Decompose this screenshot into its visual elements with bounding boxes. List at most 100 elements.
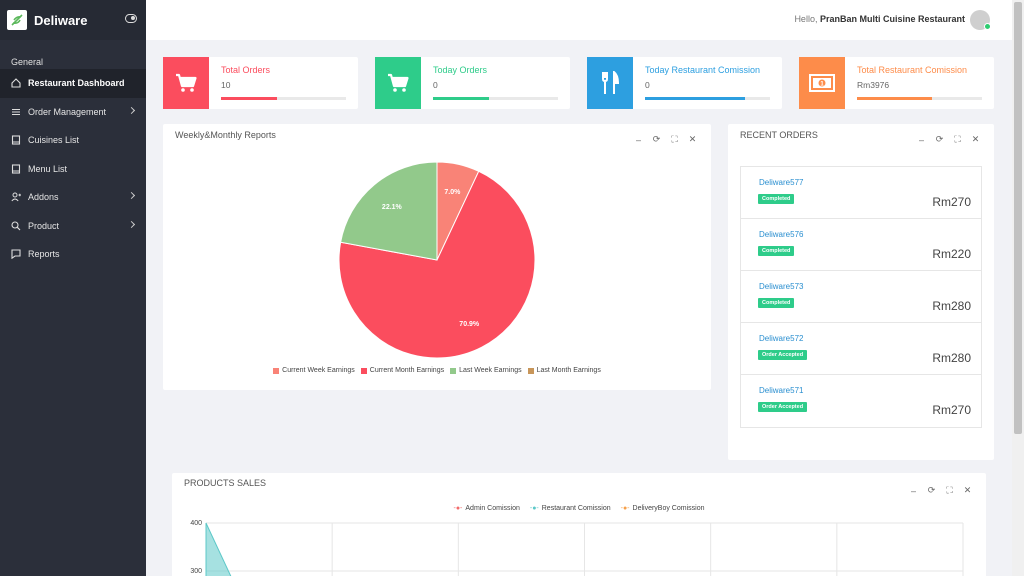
sidebar-item-label: Menu List: [28, 163, 68, 174]
order-amount: Rm220: [932, 247, 971, 261]
user-add-icon: [11, 192, 21, 202]
stat-progress-track: [221, 97, 346, 100]
series-area-restaurant-comission: [205, 522, 232, 576]
cart-icon: [375, 57, 421, 109]
products-sales-legend: -●- Admin Comission -●- Restaurant Comissio…: [172, 505, 986, 512]
close-icon[interactable]: ✕: [971, 134, 980, 144]
legend-label: Last Week Earnings: [459, 367, 522, 374]
minimize-icon[interactable]: –: [910, 485, 916, 496]
sidebar-item-product[interactable]: Product: [0, 212, 146, 241]
order-row: Deliware576 Completed Rm220: [741, 219, 981, 271]
order-status-badge: Completed: [758, 298, 795, 308]
scrollbar-thumb[interactable]: [1014, 2, 1022, 434]
sidebar-item-label: Product: [28, 220, 60, 231]
svg-text:1: 1: [820, 81, 824, 87]
message-icon: [11, 249, 21, 260]
refresh-icon[interactable]: ⟳: [652, 134, 661, 144]
products-sales-chart: 400 300: [190, 520, 964, 576]
pie-slice-last-week-earnings[interactable]: [340, 161, 438, 261]
minimize-icon[interactable]: –: [918, 134, 924, 145]
order-id-link[interactable]: Deliware577: [759, 178, 804, 187]
stat-card-total-restaurant-comission: 1 Total Restaurant Comission Rm3976: [799, 57, 994, 109]
stat-progress-fill: [433, 97, 490, 100]
order-amount: Rm270: [932, 403, 971, 417]
legend-item-last-week-earnings[interactable]: Last Week Earnings: [450, 367, 522, 374]
brand-name: Deliware: [34, 12, 88, 28]
page-scrollbar[interactable]: [1012, 0, 1024, 576]
minimize-icon[interactable]: –: [635, 134, 641, 145]
sidebar-item-restaurant-dashboard[interactable]: Restaurant Dashboard: [0, 69, 146, 98]
cart-icon: [163, 57, 209, 109]
order-status-badge: Completed: [758, 246, 795, 256]
legend-swatch: [360, 367, 367, 374]
pie-slice-label: 7.0%: [444, 189, 461, 196]
sidebar-item-menu-list[interactable]: Menu List: [0, 155, 146, 184]
pie-chart: 7.0% 70.9% 22.1%: [338, 161, 536, 359]
stat-title: Today Restaurant Comission: [645, 65, 761, 75]
expand-icon[interactable]: ⛶: [671, 134, 678, 144]
brand[interactable]: Deliware: [0, 0, 146, 40]
legend-item-current-week-earnings[interactable]: Current Week Earnings: [273, 367, 355, 374]
menu-icon: [11, 107, 21, 117]
sidebar-item-order-management[interactable]: Order Management: [0, 98, 146, 127]
legend-item-deliveryboy-comission[interactable]: -●- DeliveryBoy Comission: [621, 505, 705, 512]
stat-progress-track: [645, 97, 770, 100]
money-icon: 1: [799, 57, 845, 109]
order-id-link[interactable]: Deliware576: [759, 230, 804, 239]
stat-progress-track: [433, 97, 558, 100]
sidebar-item-addons[interactable]: Addons: [0, 183, 146, 212]
stat-card-total-orders: Total Orders 10: [163, 57, 358, 109]
sidebar-item-reports[interactable]: Reports: [0, 240, 146, 269]
legend-label: DeliveryBoy Comission: [632, 505, 705, 512]
reports-panel-tools: – ⟳ ⛶ ✕: [634, 134, 697, 145]
sidebar: Deliware General Restaurant Dashboard Ord…: [0, 0, 146, 576]
order-status-badge: Order Accepted: [758, 350, 808, 360]
order-id-link[interactable]: Deliware572: [759, 334, 804, 343]
order-amount: Rm270: [932, 195, 971, 209]
legend-marker-icon: -●-: [620, 505, 630, 512]
pie-slice-current-month-earnings[interactable]: [338, 170, 536, 359]
legend-label: Admin Comission: [465, 505, 520, 512]
legend-label: Current Month Earnings: [369, 367, 445, 374]
legend-marker-icon: -●-: [529, 505, 539, 512]
stat-value: 0: [433, 80, 438, 90]
order-id-link[interactable]: Deliware573: [759, 282, 804, 291]
pie-legend: Current Week Earnings Current Month Earni…: [163, 367, 711, 374]
refresh-icon[interactable]: ⟳: [927, 485, 936, 495]
sidebar-item-label: Cuisines List: [28, 135, 80, 146]
legend-item-admin-comission[interactable]: -●- Admin Comission: [454, 505, 520, 512]
restaurant-name: PranBan Multi Cuisine Restaurant: [819, 14, 965, 24]
stat-title: Total Orders: [221, 65, 271, 75]
legend-label: Restaurant Comission: [541, 505, 611, 512]
greeting-text: Hello,: [794, 14, 818, 24]
home-icon: [11, 78, 21, 88]
legend-item-restaurant-comission[interactable]: -●- Restaurant Comission: [530, 505, 611, 512]
y-tick-label: 300: [190, 568, 202, 575]
refresh-icon[interactable]: ⟳: [935, 134, 944, 144]
chevron-right-icon: [127, 220, 136, 228]
expand-icon[interactable]: ⛶: [954, 134, 961, 144]
chevron-right-icon: [127, 106, 136, 114]
products-sales-title: PRODUCTS SALES: [184, 478, 267, 488]
order-amount: Rm280: [932, 351, 971, 365]
order-row: Deliware577 Completed Rm270: [741, 167, 981, 219]
search-icon: [11, 221, 21, 231]
close-icon[interactable]: ✕: [688, 134, 697, 144]
top-bar: Hello, PranBan Multi Cuisine Restaurant: [146, 0, 1012, 40]
sidebar-toggle-icon[interactable]: [125, 14, 137, 23]
avatar[interactable]: [970, 10, 991, 30]
chevron-right-icon: [127, 191, 136, 200]
legend-item-current-month-earnings[interactable]: Current Month Earnings: [360, 367, 445, 374]
sidebar-item-cuisines-list[interactable]: Cuisines List: [0, 126, 146, 155]
expand-icon[interactable]: ⛶: [946, 485, 953, 495]
reports-panel: Weekly&Monthly Reports – ⟳ ⛶ ✕ 7.0% 70.9%…: [163, 124, 711, 390]
order-amount: Rm280: [932, 299, 971, 313]
legend-item-last-month-earnings[interactable]: Last Month Earnings: [527, 367, 601, 374]
stat-card-today-restaurant-comission: Today Restaurant Comission 0: [587, 57, 782, 109]
legend-swatch: [450, 367, 457, 374]
order-id-link[interactable]: Deliware571: [759, 386, 804, 395]
close-icon[interactable]: ✕: [963, 485, 972, 495]
sidebar-item-label: Reports: [28, 249, 60, 260]
legend-swatch: [273, 367, 280, 374]
recent-orders-title: RECENT ORDERS: [740, 130, 818, 140]
